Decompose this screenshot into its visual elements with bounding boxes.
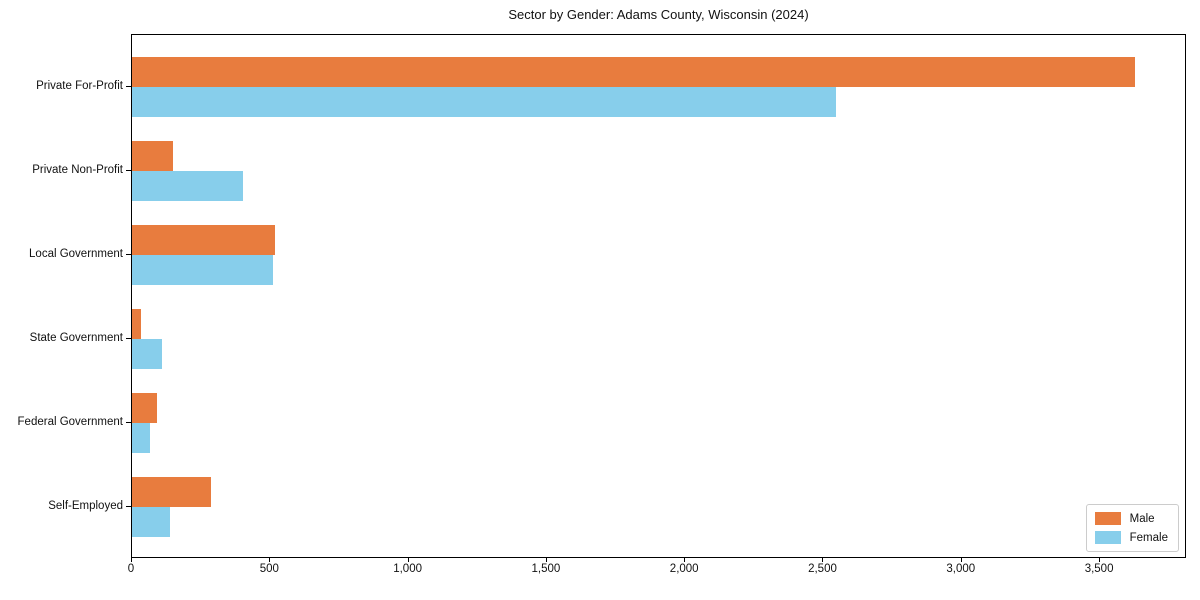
y-axis-label-private-for-profit: Private For-Profit xyxy=(36,80,123,93)
x-axis-label-1-500: 1,500 xyxy=(531,563,561,575)
x-axis-label-500: 500 xyxy=(259,563,279,575)
x-axis-tick xyxy=(822,558,824,562)
y-axis-tick xyxy=(126,254,131,255)
y-axis-label-private-non-profit: Private Non-Profit xyxy=(32,164,123,177)
x-axis-label-2-500: 2,500 xyxy=(808,563,837,575)
y-axis-tick xyxy=(126,421,131,423)
legend-swatch-male xyxy=(1094,512,1121,525)
x-axis-label-1-000: 1,000 xyxy=(393,563,422,575)
bar-male-state-government xyxy=(132,308,142,339)
y-axis-label-federal-government: Federal Government xyxy=(17,415,123,428)
bar-male-local-government xyxy=(132,225,275,255)
x-axis-tick xyxy=(407,558,409,562)
y-axis-label-local-government: Local Government xyxy=(29,248,123,260)
x-axis-tick xyxy=(1099,558,1101,562)
y-axis-tick xyxy=(126,505,131,507)
x-axis-label-2-000: 2,000 xyxy=(669,563,699,575)
x-axis-tick xyxy=(131,558,132,562)
bar-male-private-for-profit xyxy=(132,57,1135,88)
bar-female-private-non-profit xyxy=(132,171,243,202)
x-axis-label-0: 0 xyxy=(127,563,135,575)
x-axis-tick xyxy=(545,558,547,562)
legend-item-female: Female xyxy=(1094,531,1168,544)
bar-female-self-employed xyxy=(132,506,170,537)
plot-area: Male Female xyxy=(126,34,1186,558)
bar-female-state-government xyxy=(132,338,162,369)
y-axis-label-state-government: State Government xyxy=(29,331,123,344)
bar-male-self-employed xyxy=(132,476,211,507)
y-axis-labels: Private For-Profit Private Non-Profit Loca… xyxy=(0,0,131,600)
legend-label-male: Male xyxy=(1129,512,1155,525)
y-axis-tick xyxy=(126,170,131,172)
x-axis-tick xyxy=(960,558,962,562)
bar-female-local-government xyxy=(132,255,273,285)
y-axis-tick xyxy=(126,337,131,339)
chart-title: Sector by Gender: Adams County, Wisconsi… xyxy=(508,7,809,22)
bar-female-federal-government xyxy=(132,422,150,453)
x-axis-label-3-500: 3,500 xyxy=(1084,563,1114,575)
x-axis-label-3-000: 3,000 xyxy=(946,563,976,575)
x-axis-tick xyxy=(684,558,686,562)
bar-female-private-for-profit xyxy=(132,87,837,118)
legend-label-female: Female xyxy=(1129,531,1168,544)
bar-male-private-non-profit xyxy=(132,141,173,172)
y-axis-tick xyxy=(126,86,131,88)
legend-item-male: Male xyxy=(1094,512,1168,525)
legend-swatch-female xyxy=(1094,531,1121,544)
legend: Male Female xyxy=(1085,504,1179,552)
y-axis-label-self-employed: Self-Employed xyxy=(48,499,123,512)
bar-male-federal-government xyxy=(132,392,157,423)
x-axis-tick xyxy=(269,558,271,562)
